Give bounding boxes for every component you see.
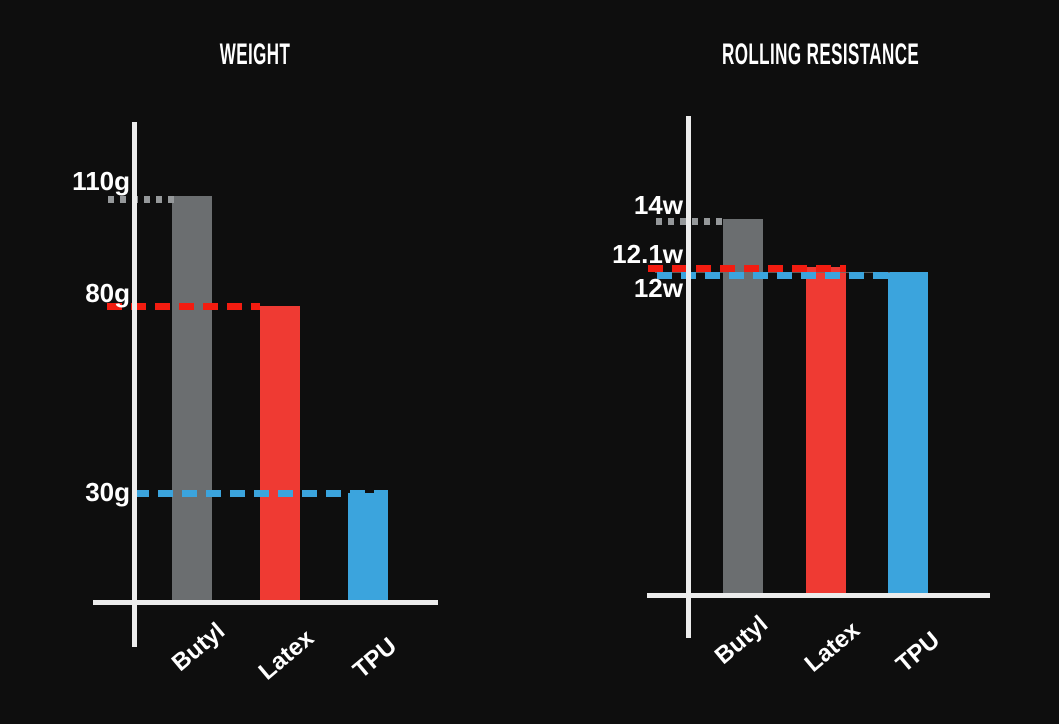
rolling-x-axis [647, 593, 990, 598]
weight-bar-tpu [348, 493, 388, 600]
rolling-bar-tpu [888, 272, 928, 593]
rolling-value-butyl: 14w [633, 190, 683, 220]
weight-chart: WEIGHT 110g 80g 30g Butyl Latex TPU [0, 0, 530, 707]
tube-comparison-infographic: WEIGHT 110g 80g 30g Butyl Latex TPU ROLL… [0, 0, 990, 707]
rolling-bar-butyl [723, 219, 763, 593]
weight-chart-title: WEIGHT [219, 38, 291, 72]
weight-refline-latex [107, 303, 260, 310]
rolling-value-latex: 12.1w [612, 239, 683, 269]
weight-refline-tpu [134, 490, 388, 497]
weight-y-axis [132, 122, 137, 647]
weight-refline-butyl [108, 196, 174, 203]
rolling-refline-tpu [648, 272, 928, 279]
weight-bar-latex [260, 306, 300, 600]
rolling-resistance-chart-title: ROLLING RESISTANCE [722, 38, 920, 72]
weight-value-butyl: 110g [72, 166, 130, 196]
weight-value-tpu: 30g [85, 477, 130, 507]
weight-x-axis [93, 600, 438, 605]
weight-bar-butyl [172, 196, 212, 600]
rolling-y-axis [686, 116, 691, 638]
rolling-resistance-chart: ROLLING RESISTANCE 14w 12.1w 12w Butyl L… [612, 38, 990, 678]
rolling-refline-latex [648, 265, 846, 272]
rolling-bar-latex [806, 267, 846, 593]
rolling-value-tpu: 12w [633, 273, 683, 303]
weight-value-latex: 80g [85, 278, 130, 308]
